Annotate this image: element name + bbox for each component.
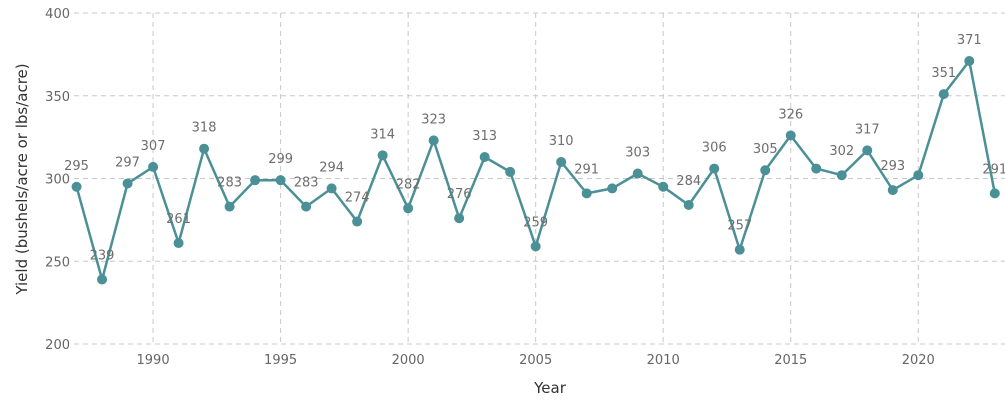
data-label: 326	[778, 107, 803, 122]
data-label: 310	[549, 134, 574, 149]
data-label: 239	[90, 248, 115, 263]
data-point	[785, 130, 796, 141]
y-tick-label: 250	[45, 255, 70, 270]
data-label: 274	[345, 191, 370, 206]
data-point	[403, 203, 414, 214]
data-point	[275, 175, 286, 186]
data-point	[173, 238, 184, 249]
data-point	[352, 216, 363, 227]
data-label: 295	[64, 159, 89, 174]
data-point	[964, 55, 975, 66]
data-point	[938, 89, 949, 100]
x-tick-label: 2005	[519, 353, 552, 368]
data-label: 294	[319, 160, 344, 175]
data-label: 297	[115, 155, 140, 170]
data-point	[199, 143, 210, 154]
data-label: 318	[192, 121, 217, 136]
data-point	[709, 163, 720, 174]
data-label: 259	[523, 215, 548, 230]
data-point	[71, 181, 82, 192]
data-label: 307	[141, 139, 166, 154]
x-tick-label: 1990	[137, 353, 170, 368]
data-point	[658, 181, 669, 192]
data-point	[250, 175, 261, 186]
data-point	[479, 151, 490, 162]
data-point	[913, 170, 924, 181]
data-label: 284	[676, 174, 701, 189]
data-point	[989, 188, 1000, 199]
data-label: 261	[166, 212, 191, 227]
data-point	[887, 185, 898, 196]
data-point	[454, 213, 465, 224]
data-point	[760, 165, 771, 176]
data-label: 283	[217, 176, 242, 191]
data-label: 257	[727, 219, 752, 234]
data-point	[301, 201, 312, 212]
data-point	[224, 201, 235, 212]
x-axis-title: Year	[533, 379, 567, 397]
data-label: 303	[625, 146, 650, 161]
y-tick-label: 350	[45, 90, 70, 105]
data-label: 282	[396, 177, 421, 192]
x-tick-label: 2010	[647, 353, 680, 368]
data-point	[530, 241, 541, 252]
y-tick-label: 400	[45, 7, 70, 22]
x-tick-label: 1995	[264, 353, 297, 368]
data-point	[734, 244, 745, 255]
data-point	[377, 150, 388, 161]
data-point	[607, 183, 618, 194]
data-label: 302	[829, 144, 854, 159]
data-label: 371	[957, 33, 982, 48]
data-point	[505, 166, 516, 177]
data-point	[862, 145, 873, 156]
data-point	[632, 168, 643, 179]
data-label: 317	[855, 122, 880, 137]
data-point	[683, 199, 694, 210]
data-label: 351	[931, 66, 956, 81]
data-point	[836, 170, 847, 181]
data-label: 283	[294, 176, 319, 191]
data-point	[581, 188, 592, 199]
data-label: 306	[702, 141, 727, 156]
data-label: 291	[982, 162, 1005, 177]
x-tick-label: 2015	[774, 353, 807, 368]
data-label: 291	[574, 162, 599, 177]
series-yield	[71, 55, 1000, 285]
data-point	[97, 274, 108, 285]
axis-ticks: 200 250 300 350 400 1990 1995 2000 2005 2010 2015 2…	[45, 7, 935, 368]
grid	[74, 12, 1005, 345]
data-label: 293	[880, 159, 905, 174]
data-point	[811, 163, 822, 174]
data-point	[556, 156, 567, 167]
data-point	[428, 135, 439, 146]
y-axis-title: Yield (bushels/acre or lbs/acre)	[13, 63, 31, 295]
data-point	[326, 183, 337, 194]
data-labels: 2952392973072613182832992832942743142823…	[64, 33, 1005, 263]
x-tick-label: 2020	[902, 353, 935, 368]
data-label: 313	[472, 129, 497, 144]
data-point	[122, 178, 133, 189]
data-label: 323	[421, 112, 446, 127]
data-label: 276	[447, 187, 472, 202]
y-tick-label: 200	[45, 338, 70, 353]
data-label: 314	[370, 127, 395, 142]
data-point	[148, 161, 159, 172]
y-tick-label: 300	[45, 173, 70, 188]
x-tick-label: 2000	[392, 353, 425, 368]
data-label: 299	[268, 152, 293, 167]
data-label: 305	[753, 142, 778, 157]
